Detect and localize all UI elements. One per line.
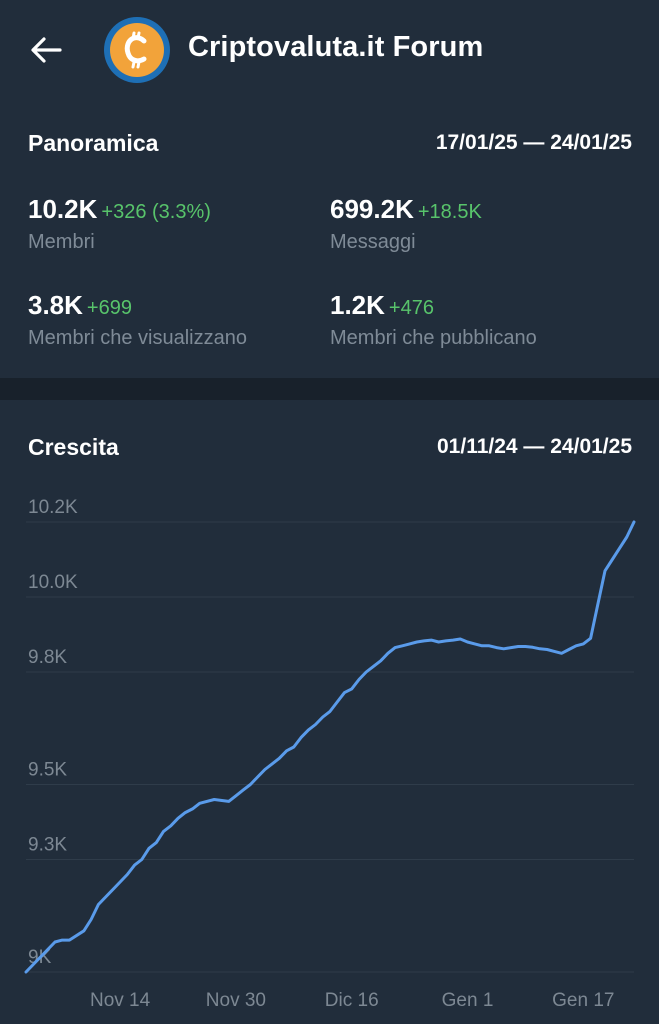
stat-posting-members: 1.2K +476 Membri che pubblicano: [330, 290, 537, 350]
x-tick-label: Gen 1: [442, 990, 494, 1011]
growth-section: Crescita 01/11/24 — 24/01/25 10.2K 10.0K 9…: [0, 400, 659, 1024]
avatar[interactable]: [104, 17, 170, 83]
stat-members: 10.2K +326 (3.3%) Membri: [28, 194, 211, 254]
y-tick-label: 10.2K: [28, 497, 78, 518]
x-tick-label: Dic 16: [325, 990, 379, 1011]
stat-delta: +476: [388, 297, 434, 319]
app-header: Criptovaluta.it Forum: [0, 0, 659, 100]
stat-delta: +326 (3.3%): [101, 201, 211, 223]
overview-section: Panoramica 17/01/25 — 24/01/25 10.2K +326…: [0, 100, 659, 378]
x-tick-label: Nov 30: [206, 990, 266, 1011]
y-tick-label: 9.3K: [28, 835, 67, 856]
stat-viewing-members: 3.8K +699 Membri che visualizzano: [28, 290, 247, 350]
stat-value: 699.2K: [330, 194, 414, 224]
x-tick-label: Nov 14: [90, 990, 151, 1011]
stat-label: Membri: [28, 231, 95, 253]
y-tick-label: 9.8K: [28, 647, 67, 668]
stat-delta: +18.5K: [417, 201, 482, 223]
stat-value: 1.2K: [330, 290, 385, 320]
stat-label: Membri che pubblicano: [330, 327, 537, 349]
growth-date-range: 01/11/24 — 24/01/25: [437, 435, 632, 458]
overview-title: Panoramica: [28, 130, 159, 156]
x-tick-label: Gen 17: [552, 990, 614, 1011]
arrow-left-icon: [31, 37, 62, 63]
stat-messages: 699.2K +18.5K Messaggi: [330, 194, 482, 254]
series-line: [24, 520, 636, 974]
y-tick-label: 9.5K: [28, 760, 67, 781]
y-tick-label: 10.0K: [28, 572, 78, 593]
stat-value: 3.8K: [28, 290, 83, 320]
stat-delta: +699: [86, 297, 132, 319]
stat-value: 10.2K: [28, 194, 98, 224]
page-title: Criptovaluta.it Forum: [188, 31, 484, 63]
stat-label: Membri che visualizzano: [28, 327, 247, 349]
back-button[interactable]: [24, 28, 68, 72]
growth-title: Crescita: [28, 434, 119, 460]
overview-date-range: 17/01/25 — 24/01/25: [435, 131, 632, 154]
stat-label: Messaggi: [330, 231, 416, 253]
bitcoin-logo-icon: [110, 23, 164, 77]
section-divider: [0, 378, 659, 400]
